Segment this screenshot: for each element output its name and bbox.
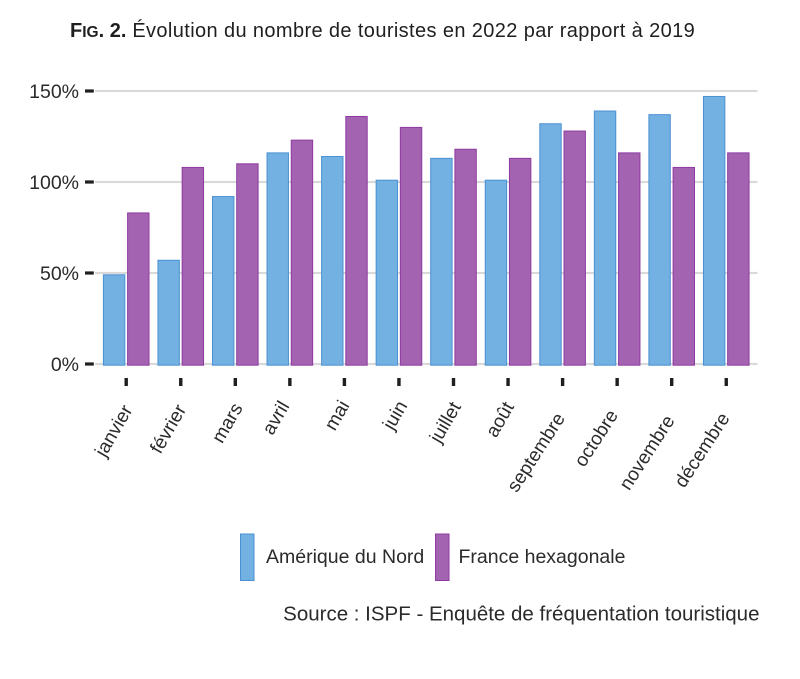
svg-text:juillet: juillet [425,398,466,447]
svg-text:novembre: novembre [616,412,680,494]
svg-text:septembre: septembre [503,409,570,496]
svg-text:mai: mai [321,397,354,434]
svg-text:0%: 0% [51,354,79,376]
svg-text:150%: 150% [29,81,79,103]
svg-text:décembre: décembre [671,409,735,491]
svg-text:janvier: janvier [91,401,138,461]
svg-text:février: février [146,401,191,458]
svg-text:50%: 50% [40,263,79,285]
svg-text:100%: 100% [29,172,79,194]
svg-text:FIG. 2. Évolution du nombre de: FIG. 2. Évolution du nombre de touristes… [70,19,695,42]
svg-text:juin: juin [379,398,412,435]
svg-text:Source : ISPF - Enquête de fré: Source : ISPF - Enquête de fréquentation… [283,603,759,626]
svg-text:octobre: octobre [571,406,623,471]
svg-text:avril: avril [259,398,295,439]
svg-text:France hexagonale: France hexagonale [459,546,626,568]
svg-text:août: août [482,398,519,441]
svg-text:Amérique du Nord: Amérique du Nord [266,546,424,568]
svg-text:mars: mars [208,400,247,447]
